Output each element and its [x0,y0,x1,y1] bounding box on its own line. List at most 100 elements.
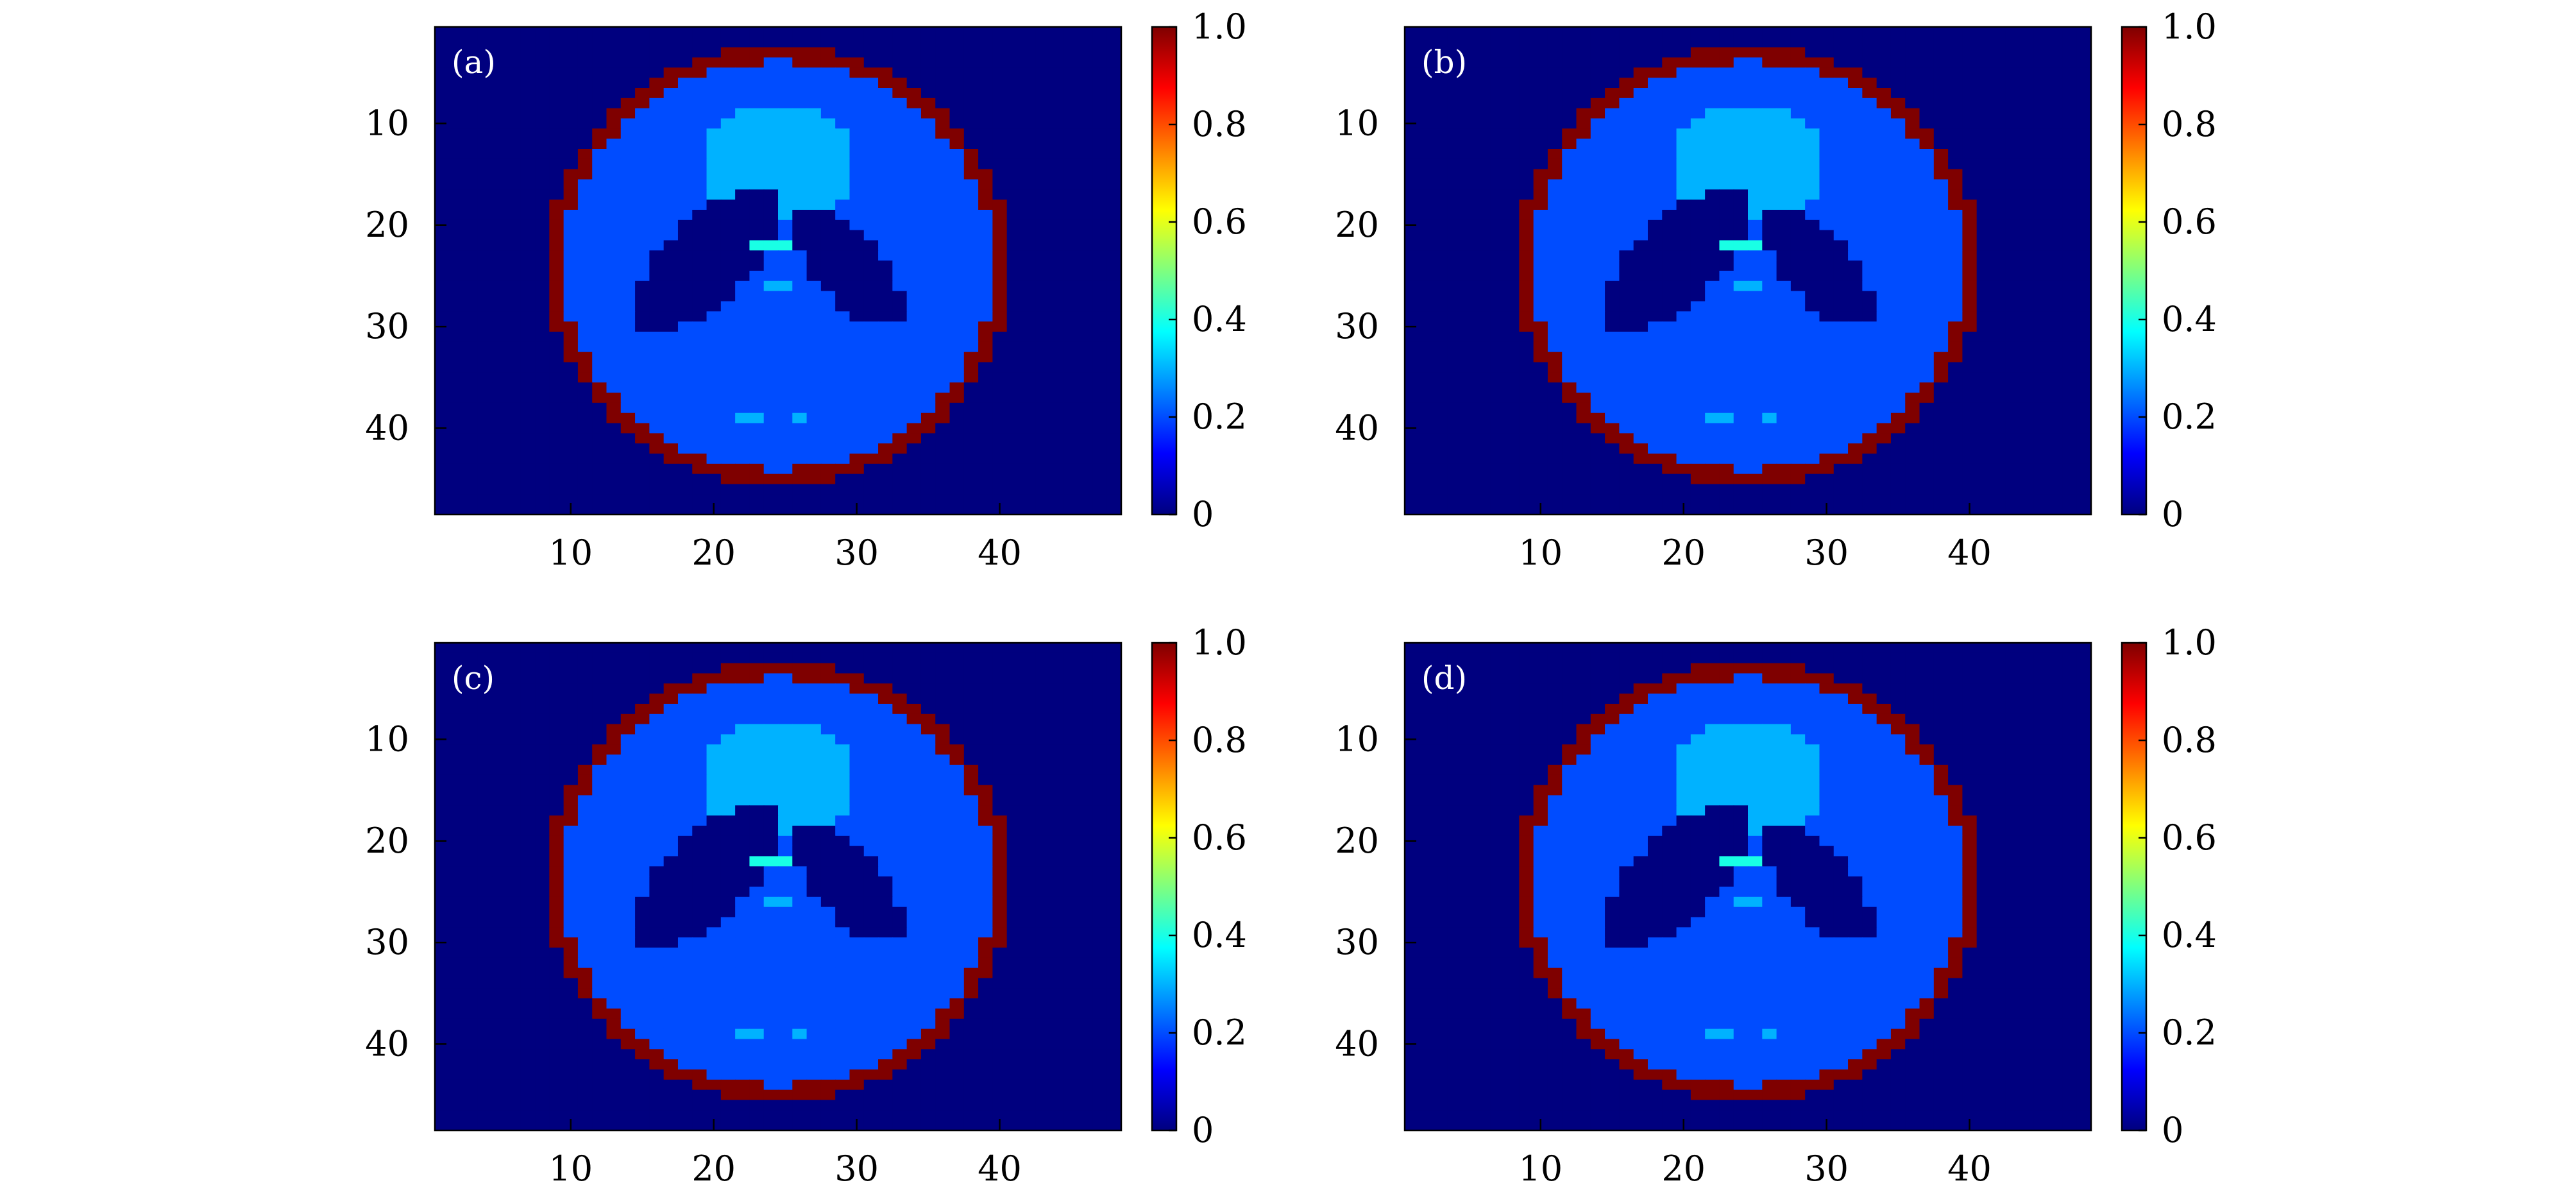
heatmap-cell [1762,413,1777,423]
heatmap-cell [892,149,907,159]
heatmap-cell [764,230,779,241]
heatmap-cell [664,403,679,413]
heatmap-cell [2034,321,2049,332]
heatmap-cell [449,494,464,504]
heatmap-cell [1519,169,1534,180]
heatmap-cell [1934,210,1949,220]
heatmap-cell [2077,27,2092,37]
heatmap-cell [2077,413,2092,423]
heatmap-cell [1691,321,1706,332]
heatmap-cell [1092,159,1107,169]
heatmap-cell [449,27,464,37]
heatmap-cell [1834,98,1849,108]
heatmap-cell [978,504,993,515]
heatmap-cell [1748,159,1763,169]
heatmap-cell [1078,302,1093,312]
heatmap-cell [1434,393,1448,403]
heatmap-cell [1562,302,1577,312]
heatmap-cell [664,189,679,200]
heatmap-cell [2020,139,2035,149]
heatmap-cell [892,332,907,342]
heatmap-cell [535,159,550,169]
heatmap-cell [1448,413,1462,423]
heatmap-cell [478,342,493,352]
heatmap-cell [1891,393,1906,403]
heatmap-cell [1092,67,1107,78]
heatmap-cell [621,291,636,302]
heatmap-cell [964,189,979,200]
heatmap-cell [864,47,879,58]
heatmap-cell [1648,372,1663,382]
heatmap-cell [1691,423,1706,434]
heatmap-cell [1734,67,1749,78]
heatmap-cell [1007,464,1022,474]
heatmap-cell [892,443,907,454]
heatmap-cell [1662,342,1677,352]
heatmap-cell [1862,494,1877,504]
heatmap-cell [1021,694,1036,704]
heatmap-cell [1791,352,1806,362]
heatmap-cell [978,352,993,362]
heatmap-cell [821,352,836,362]
heatmap-cell [849,683,864,694]
heatmap-cell [849,643,864,653]
heatmap-cell [492,443,507,454]
heatmap-cell [1448,139,1462,149]
heatmap-cell [1605,403,1620,413]
heatmap-cell [535,484,550,495]
heatmap-cell [678,423,693,434]
heatmap-cell [1050,393,1065,403]
heatmap-cell [1619,464,1634,474]
heatmap-cell [1577,423,1591,434]
heatmap-cell [1862,362,1877,373]
heatmap-cell [1891,58,1906,68]
heatmap-cell [764,291,779,302]
heatmap-cell [2062,78,2077,88]
heatmap-cell [1891,78,1906,88]
heatmap-cell [1505,484,1520,495]
heatmap-cell [1634,342,1648,352]
heatmap-cell [664,128,679,139]
heatmap-cell [1619,382,1634,393]
heatmap-cell [749,302,764,312]
heatmap-cell [735,423,750,434]
heatmap-cell [664,443,679,454]
heatmap-cell [678,674,693,684]
heatmap-cell [607,663,622,674]
heatmap-cell [607,393,622,403]
heatmap-cell [1021,321,1036,332]
heatmap-cell [1719,302,1734,312]
heatmap-cell [1905,403,1920,413]
heatmap-cell [621,413,636,423]
heatmap-cell [1548,260,1563,271]
heatmap-cell [564,474,579,484]
heatmap-cell [1505,271,1520,281]
heatmap-cell [835,169,850,180]
heatmap-cell [1677,311,1691,321]
heatmap-cell [1519,504,1534,515]
heatmap-cell [635,149,650,159]
heatmap-cell [1448,423,1462,434]
heatmap-cell [978,443,993,454]
heatmap-cell [1605,180,1620,190]
heatmap-cell [1548,443,1563,454]
heatmap-cell [464,149,479,159]
heatmap-cell [821,58,836,68]
heatmap-cell [635,27,650,37]
heatmap-cell [1577,250,1591,260]
heatmap-cell [821,260,836,271]
heatmap-cell [692,67,707,78]
heatmap-cell [1719,494,1734,504]
heatmap-cell [449,443,464,454]
heatmap-cell [2077,342,2092,352]
heatmap-cell [1505,200,1520,210]
heatmap-cell [1419,200,1434,210]
heatmap-cell [1050,653,1065,663]
heatmap-cell [878,149,893,159]
heatmap-cell [749,37,764,47]
heatmap-cell [1577,119,1591,129]
heatmap-cell [778,139,793,149]
heatmap-cell [1107,311,1122,321]
heatmap-cell [1677,464,1691,474]
